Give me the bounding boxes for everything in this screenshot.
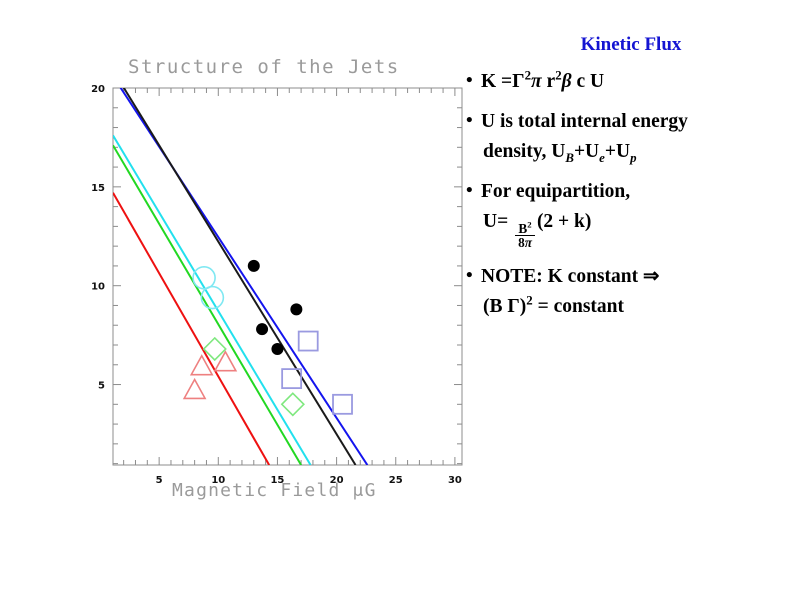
b2-sub-B: B <box>565 150 574 165</box>
bullet-2-body: U is total internal energy density, UB+U… <box>481 110 786 165</box>
b4-tail: = constant <box>532 295 625 317</box>
x-tick-label: 30 <box>448 475 462 486</box>
kinetic-flux-heading: Kinetic Flux <box>580 34 682 55</box>
blue-line <box>119 88 369 465</box>
data-point-open-square <box>297 330 319 352</box>
green-line <box>113 144 302 465</box>
data-point-open-triangle <box>213 350 238 372</box>
red-line <box>113 192 271 465</box>
y-tick-label: 10 <box>91 282 105 293</box>
x-tick-label: 25 <box>389 475 403 486</box>
data-point-open-square <box>281 368 303 390</box>
b1-tail: c U <box>571 71 605 92</box>
bullet-dot-icon: • <box>466 179 473 201</box>
b3-num-sup: 2 <box>527 219 532 230</box>
b3-fraction: B2 8π <box>515 219 535 250</box>
data-point-filled-circle <box>256 323 269 336</box>
b2-pre: density, U <box>483 140 566 162</box>
data-point-open-circle <box>192 265 216 290</box>
bullet-4-body: NOTE: K constant ⇒ (B Γ)2 = constant <box>481 265 786 320</box>
x-tick-label: 10 <box>211 475 225 486</box>
bullet-3-body: For equipartition, U= B2 8π (2 + k) <box>481 180 786 250</box>
data-point-open-diamond <box>202 336 227 362</box>
b3-line1: For equipartition, <box>481 180 631 202</box>
chart-panel: Structure of the Jets Doppler Factor δ M… <box>91 56 463 501</box>
b4-open: (B <box>483 295 508 317</box>
x-tick-label: 5 <box>156 475 163 486</box>
bullet-item-equipartition: • For equipartition, U= B2 8π (2 + k) <box>466 180 786 250</box>
b2-line1: U is total internal energy <box>481 110 688 132</box>
b1-sup-2: 2 <box>555 68 562 83</box>
b2-plus2: +U <box>604 140 631 162</box>
implies-arrow-icon: ⇒ <box>642 265 660 287</box>
data-point-open-square <box>332 393 353 415</box>
data-point-open-triangle <box>189 354 214 376</box>
b3-den-8: 8 <box>518 235 525 251</box>
bullet-dot-icon: • <box>466 70 473 91</box>
bullet-item-note-k-constant: • NOTE: K constant ⇒ (B Γ)2 = constant <box>466 265 786 320</box>
x-tick-label: 15 <box>270 475 284 486</box>
text-panel: Kinetic Flux • K =Γ2π r2β c U • U is tot… <box>466 34 786 335</box>
trend-lines <box>113 88 369 465</box>
b1-pre: K = <box>481 71 513 92</box>
b1-gamma: Γ <box>512 71 525 92</box>
b3-num-B: B <box>518 220 528 236</box>
black-line <box>122 88 357 465</box>
data-point-filled-circle <box>247 259 260 272</box>
b3-equation: U= B2 8π (2 + k) <box>481 210 786 250</box>
plot-frame <box>112 87 463 466</box>
y-tick-label: 15 <box>91 183 105 194</box>
bullet-item-internal-energy: • U is total internal energy density, UB… <box>466 110 786 165</box>
b3-denominator: 8π <box>515 236 535 250</box>
x-tick-label: 20 <box>330 475 344 486</box>
bullet-dot-icon: • <box>466 109 473 131</box>
chart-title: Structure of the Jets <box>128 56 400 78</box>
bullet-dot-icon: • <box>466 264 473 286</box>
x-axis-label: Magnetic Field μG <box>172 480 377 501</box>
y-tick-label: 5 <box>98 381 105 392</box>
cyan-line <box>113 134 312 465</box>
b4-note: NOTE: K constant <box>481 265 643 287</box>
b3-den-pi: π <box>524 235 532 251</box>
bullet-1-body: K =Γ2π r2β c U <box>481 68 786 95</box>
b3-rhs: (2 + k) <box>536 210 592 232</box>
axis-tick-labels: 5 10 15 20 25 30 20 15 10 5 <box>91 84 462 486</box>
y-tick-label: 20 <box>91 84 105 95</box>
b1-r: r <box>541 71 556 92</box>
b4-line1: NOTE: K constant ⇒ <box>481 266 659 287</box>
b1-sup-1: 2 <box>524 68 532 83</box>
b1-beta: β <box>561 71 572 92</box>
b4-close: ) <box>519 295 527 317</box>
data-points <box>182 259 353 417</box>
b4-sup: 2 <box>526 293 533 308</box>
data-point-open-circle <box>200 285 225 310</box>
b4-gamma: Γ <box>507 295 520 317</box>
b4-line2: (B Γ)2 = constant <box>481 293 786 320</box>
b3-lhs: U= <box>483 210 514 232</box>
b3-numerator: B2 <box>515 219 535 237</box>
b2-sub-e: e <box>599 150 605 165</box>
scatter-plot: 5 10 15 20 25 30 20 15 10 5 <box>91 84 463 486</box>
b2-line2: density, UB+Ue+Up <box>481 140 786 165</box>
data-point-filled-circle <box>271 342 284 355</box>
bullet-item-kinetic-flux-formula: • K =Γ2π r2β c U <box>466 68 786 95</box>
b2-plus1: +U <box>573 140 600 162</box>
b2-sub-p: p <box>630 150 637 165</box>
data-point-open-diamond <box>280 392 305 417</box>
b1-pi: π <box>531 71 542 92</box>
data-point-open-triangle <box>182 377 207 400</box>
data-point-filled-circle <box>290 303 303 316</box>
axis-ticks <box>113 87 462 465</box>
